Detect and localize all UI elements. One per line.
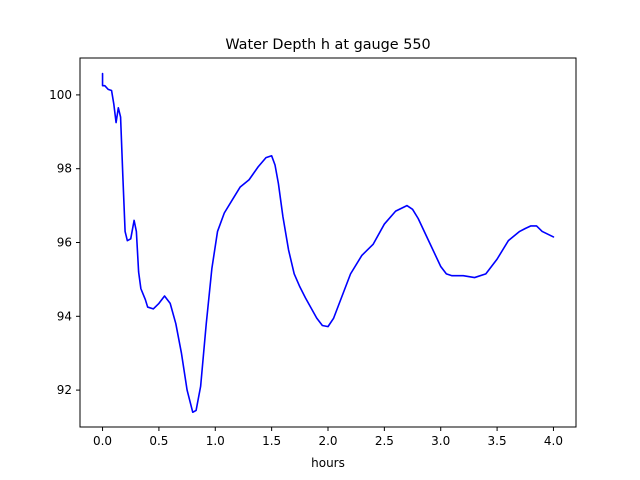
x-tick-label: 1.0	[206, 434, 225, 448]
chart-title: Water Depth h at gauge 550	[225, 37, 430, 53]
x-tick-label: 0.5	[149, 434, 168, 448]
y-tick-label: 92	[57, 383, 72, 397]
x-axis-title: hours	[311, 456, 345, 470]
x-tick-label: 2.5	[375, 434, 394, 448]
x-tick-label: 3.5	[488, 434, 507, 448]
x-tick-label: 3.0	[431, 434, 450, 448]
y-tick-label: 94	[57, 309, 72, 323]
y-tick-label: 98	[57, 162, 72, 176]
series-line-1	[101, 72, 555, 414]
x-tick-label: 2.0	[318, 434, 337, 448]
plot-area: 0.0 0.5 1.0 1.5 2.0 2.5 3.0 3.5 4.0 92 94 96 98 100	[49, 57, 577, 448]
x-tick-label: 4.0	[544, 434, 563, 448]
x-tick-label: 0.0	[93, 434, 112, 448]
y-tick-label: 100	[49, 88, 72, 102]
y-tick-label: 96	[57, 236, 72, 250]
x-tick-label: 1.5	[262, 434, 281, 448]
